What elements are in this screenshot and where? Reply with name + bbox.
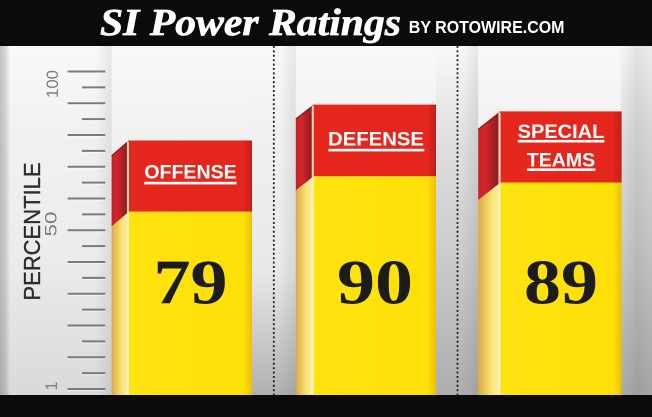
svg-text:BY ROTOWIRE.COM: BY ROTOWIRE.COM — [409, 17, 565, 37]
svg-text:89: 89 — [524, 247, 598, 318]
svg-text:79: 79 — [154, 247, 228, 318]
svg-text:SPECIAL: SPECIAL — [518, 121, 605, 143]
svg-text:1: 1 — [43, 382, 61, 391]
svg-text:TEAMS: TEAMS — [527, 150, 595, 172]
svg-text:OFFENSE: OFFENSE — [144, 162, 236, 184]
svg-text:DEFENSE: DEFENSE — [328, 129, 424, 151]
svg-text:90: 90 — [337, 247, 413, 318]
svg-text:PERCENTILE: PERCENTILE — [19, 163, 45, 301]
svg-text:100: 100 — [44, 70, 62, 98]
svg-text:SI Power Ratings: SI Power Ratings — [100, 2, 401, 44]
svg-text:50: 50 — [43, 212, 61, 237]
